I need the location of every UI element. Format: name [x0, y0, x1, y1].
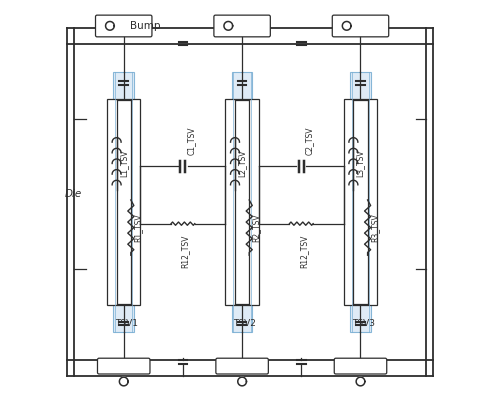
FancyBboxPatch shape	[214, 15, 270, 37]
Text: R12_TSV: R12_TSV	[299, 235, 308, 268]
Text: R2_TSV: R2_TSV	[252, 213, 260, 242]
Bar	[226, 99, 259, 305]
Text: L2_TSV: L2_TSV	[238, 150, 246, 177]
Polygon shape	[106, 21, 114, 30]
Text: C2_TSV: C2_TSV	[305, 127, 314, 155]
Text: R3_TSV: R3_TSV	[370, 213, 379, 242]
FancyBboxPatch shape	[96, 15, 152, 37]
Bar	[114, 72, 134, 332]
FancyBboxPatch shape	[216, 358, 268, 374]
Text: Bump: Bump	[130, 21, 160, 31]
FancyBboxPatch shape	[332, 15, 388, 37]
Bar	[350, 72, 371, 332]
Text: TSV2: TSV2	[234, 319, 256, 328]
Text: L3_TSV: L3_TSV	[356, 150, 365, 177]
Polygon shape	[356, 377, 365, 386]
Bar	[107, 99, 140, 305]
Text: TSV1: TSV1	[115, 319, 138, 328]
Text: C1_TSV: C1_TSV	[187, 127, 196, 155]
Polygon shape	[238, 377, 246, 386]
Text: L1_TSV: L1_TSV	[119, 150, 128, 177]
Text: Die: Die	[64, 189, 82, 199]
Polygon shape	[342, 21, 351, 30]
FancyBboxPatch shape	[98, 358, 150, 374]
Text: TSV3: TSV3	[352, 319, 375, 328]
Bar	[344, 99, 378, 305]
Polygon shape	[224, 21, 232, 30]
Text: R1_TSV: R1_TSV	[133, 213, 142, 242]
Text: R12_TSV: R12_TSV	[180, 235, 190, 268]
FancyBboxPatch shape	[334, 358, 386, 374]
Bar	[232, 72, 252, 332]
Polygon shape	[120, 377, 128, 386]
